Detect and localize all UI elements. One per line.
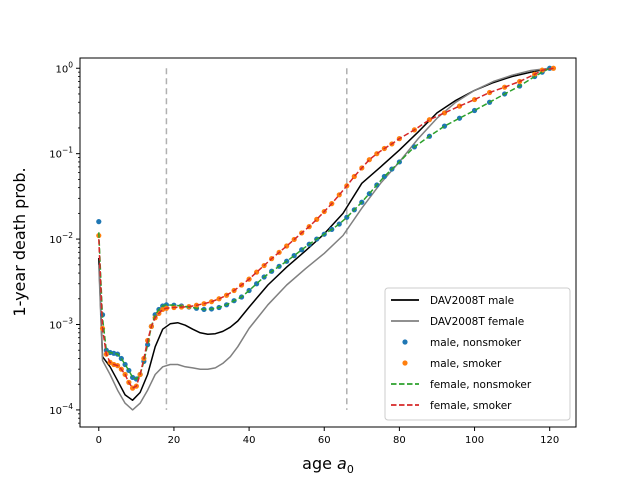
x-axis-label: age a0	[302, 454, 354, 476]
legend-label: male, smoker	[430, 358, 502, 370]
x-axis-label-var: a	[337, 454, 347, 473]
legend-label: male, nonsmoker	[430, 337, 522, 349]
series-male-nonsmoker-point	[456, 115, 463, 121]
x-axis-label-text: age	[302, 454, 332, 473]
legend: DAV2008T male DAV2008T female male, nonsmo…	[384, 287, 571, 421]
x-tick-label: 40	[243, 435, 256, 446]
y-tick-label: 100	[55, 60, 73, 75]
series-female-smoker-line	[98, 67, 554, 389]
legend-item-male-smoker: male, smoker	[402, 358, 502, 370]
series-male-smoker-point	[471, 96, 478, 103]
x-axis-label-subscript: 0	[347, 463, 354, 476]
plot-area	[96, 65, 557, 411]
series-male-smoker-point	[456, 103, 463, 109]
y-axis-label: 1-year death prob.	[10, 167, 29, 316]
axes-frame	[79, 57, 577, 428]
legend-item-female-smoker: female, smoker	[391, 400, 512, 412]
y-tick-label: 10−4	[49, 402, 73, 417]
legend-item-male-nonsmoker: male, nonsmoker	[402, 337, 522, 349]
series-female-nonsmoker-line	[98, 67, 551, 380]
legend-marker	[402, 339, 408, 345]
series-male-nonsmoker-point	[96, 219, 102, 225]
series-group	[96, 65, 557, 411]
legend-label: female, nonsmoker	[430, 379, 532, 391]
legend-label: female, smoker	[430, 400, 512, 412]
y-axis: 10−4 10−3 10−2 10−1 100	[49, 60, 80, 424]
series-dav2008t-female-line	[98, 67, 550, 411]
x-tick-label: 80	[393, 435, 406, 446]
x-tick-label: 60	[318, 435, 331, 446]
y-tick-label: 10−1	[49, 146, 73, 161]
x-axis: 0 20 40 60 80 100 120	[96, 427, 559, 446]
series-male-nonsmoker-point	[103, 347, 109, 353]
x-tick-label: 100	[465, 435, 484, 446]
legend-label: DAV2008T male	[430, 295, 514, 307]
x-tick-label: 20	[168, 435, 181, 446]
y-tick-label: 10−3	[49, 317, 73, 332]
legend-item-female-nonsmoker: female, nonsmoker	[391, 379, 532, 391]
x-tick-label: 120	[540, 435, 559, 446]
legend-item-dav2008t-male: DAV2008T male	[391, 295, 514, 307]
series-dav2008t-male-line	[98, 67, 550, 401]
legend-box	[384, 287, 571, 421]
x-tick-label: 0	[96, 435, 102, 446]
legend-marker	[402, 360, 408, 366]
y-tick-label: 10−2	[49, 231, 73, 246]
legend-label: DAV2008T female	[430, 316, 524, 328]
legend-item-dav2008t-female: DAV2008T female	[391, 316, 524, 328]
